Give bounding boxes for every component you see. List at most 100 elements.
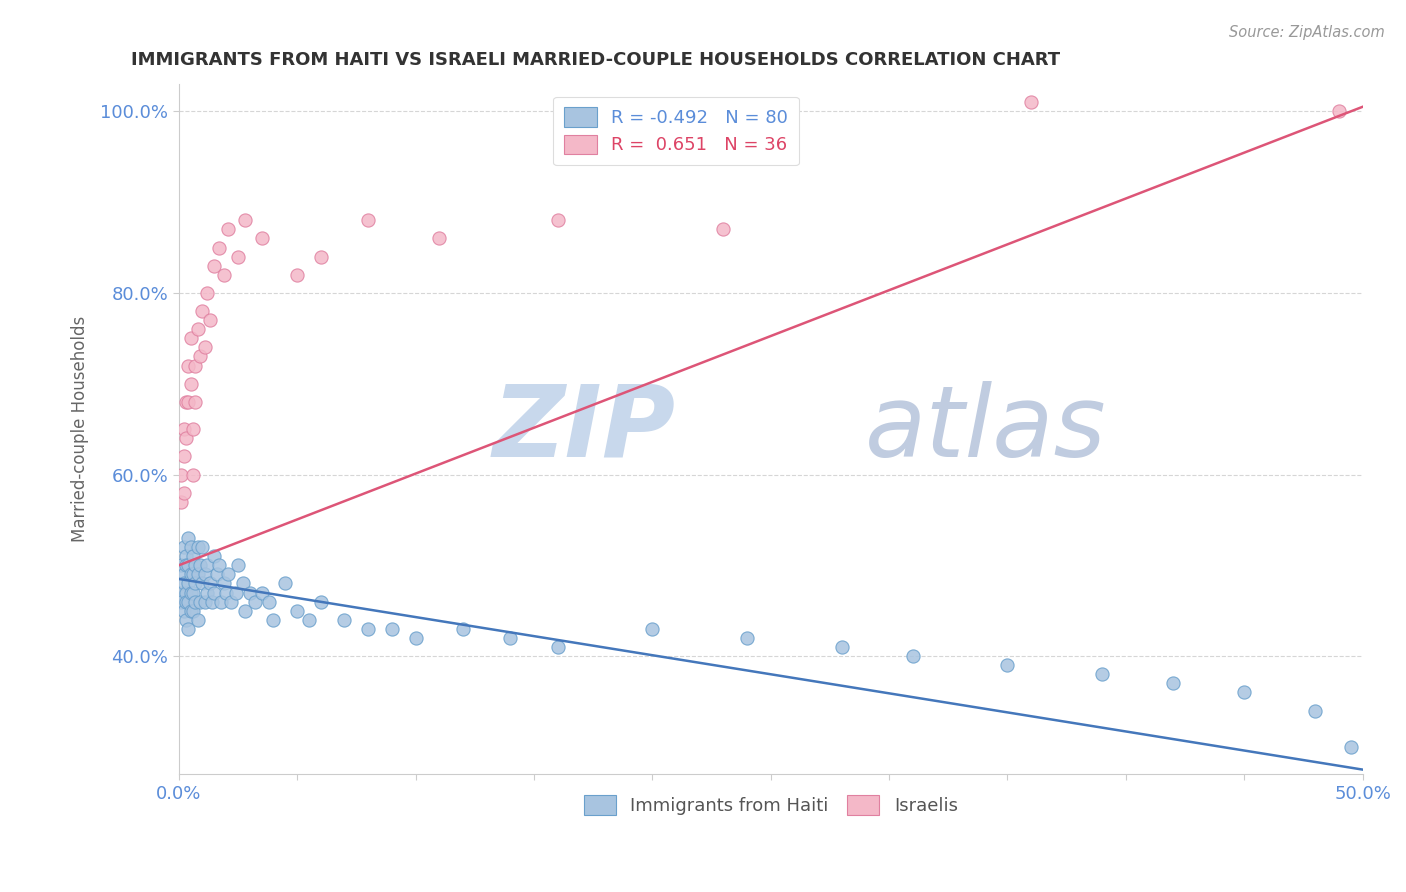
Point — [173, 450, 195, 464]
Point — [243, 594, 266, 608]
Point — [181, 549, 204, 564]
Point — [711, 222, 734, 236]
Point — [173, 567, 195, 582]
Point — [177, 395, 200, 409]
Point — [173, 576, 195, 591]
Point — [170, 558, 193, 573]
Point — [188, 350, 211, 364]
Point — [180, 567, 202, 582]
Point — [170, 585, 193, 599]
Point — [547, 213, 569, 227]
Point — [285, 604, 308, 618]
Point — [181, 467, 204, 482]
Point — [195, 585, 218, 599]
Point — [174, 585, 197, 599]
Point — [174, 549, 197, 564]
Point — [1161, 676, 1184, 690]
Point — [1327, 104, 1350, 119]
Point — [180, 331, 202, 345]
Point — [1340, 739, 1362, 754]
Point — [357, 622, 380, 636]
Point — [177, 359, 200, 373]
Point — [233, 213, 256, 227]
Point — [226, 250, 249, 264]
Point — [309, 594, 332, 608]
Point — [250, 231, 273, 245]
Point — [174, 395, 197, 409]
Point — [232, 576, 254, 591]
Point — [194, 594, 217, 608]
Point — [177, 594, 200, 608]
Point — [170, 495, 193, 509]
Point — [274, 576, 297, 591]
Point — [174, 613, 197, 627]
Text: Source: ZipAtlas.com: Source: ZipAtlas.com — [1229, 25, 1385, 40]
Point — [201, 594, 224, 608]
Point — [997, 658, 1019, 673]
Point — [191, 576, 214, 591]
Point — [1019, 95, 1042, 110]
Point — [184, 395, 207, 409]
Point — [170, 467, 193, 482]
Point — [180, 585, 202, 599]
Point — [181, 604, 204, 618]
Point — [184, 594, 207, 608]
Point — [187, 322, 209, 336]
Point — [180, 376, 202, 391]
Point — [170, 594, 193, 608]
Point — [173, 604, 195, 618]
Point — [901, 649, 924, 664]
Point — [209, 594, 232, 608]
Point — [198, 576, 221, 591]
Point — [1303, 704, 1326, 718]
Point — [187, 567, 209, 582]
Point — [257, 594, 280, 608]
Point — [187, 540, 209, 554]
Point — [195, 285, 218, 300]
Point — [191, 304, 214, 318]
Point — [215, 585, 238, 599]
Point — [263, 613, 285, 627]
Point — [405, 631, 427, 645]
Point — [298, 613, 321, 627]
Point — [219, 594, 242, 608]
Point — [181, 567, 204, 582]
Point — [285, 268, 308, 282]
Point — [180, 540, 202, 554]
Point — [177, 531, 200, 545]
Point — [547, 640, 569, 654]
Point — [181, 422, 204, 436]
Point — [357, 213, 380, 227]
Point — [1091, 667, 1114, 681]
Point — [188, 558, 211, 573]
Point — [194, 340, 217, 354]
Point — [174, 594, 197, 608]
Point — [188, 594, 211, 608]
Point — [831, 640, 853, 654]
Point — [218, 222, 240, 236]
Point — [427, 231, 450, 245]
Point — [177, 622, 200, 636]
Point — [233, 604, 256, 618]
Point — [177, 558, 200, 573]
Point — [202, 549, 225, 564]
Point — [499, 631, 522, 645]
Point — [208, 241, 231, 255]
Point — [184, 576, 207, 591]
Text: atlas: atlas — [865, 381, 1107, 477]
Point — [212, 268, 235, 282]
Point — [218, 567, 240, 582]
Point — [184, 558, 207, 573]
Point — [173, 485, 195, 500]
Point — [194, 567, 217, 582]
Point — [333, 613, 356, 627]
Point — [173, 422, 195, 436]
Point — [187, 613, 209, 627]
Point — [180, 604, 202, 618]
Legend: Immigrants from Haiti, Israelis: Immigrants from Haiti, Israelis — [575, 786, 967, 823]
Text: ZIP: ZIP — [494, 381, 676, 477]
Point — [174, 558, 197, 573]
Point — [198, 313, 221, 327]
Point — [1233, 685, 1256, 699]
Point — [735, 631, 758, 645]
